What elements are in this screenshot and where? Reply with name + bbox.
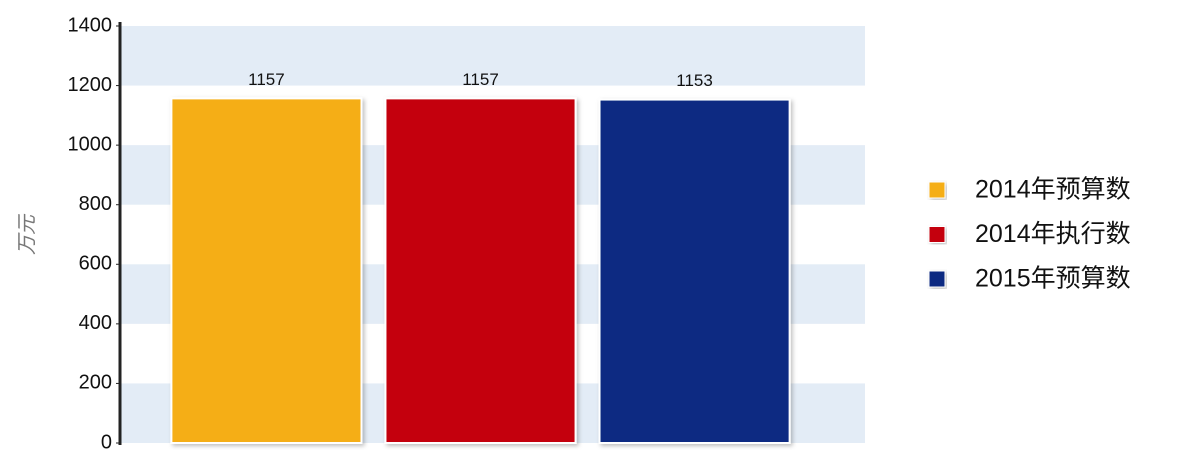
legend-label: 2014年预算数 (975, 176, 1131, 204)
legend-swatch (928, 270, 946, 288)
y-tick-label: 600 (79, 253, 112, 275)
y-tick-label: 1200 (68, 74, 113, 96)
y-tick-label: 400 (79, 312, 112, 334)
data-label: 1153 (676, 71, 713, 90)
bar (384, 97, 577, 445)
y-tick-label: 0 (101, 431, 112, 450)
y-tick-label: 200 (79, 372, 112, 394)
data-label: 1157 (248, 70, 285, 89)
bar (598, 98, 791, 445)
legend-swatch (928, 226, 946, 243)
legend-label: 2014年执行数 (975, 220, 1131, 248)
y-axis-label: 万元 (16, 213, 38, 255)
data-label: 1157 (462, 70, 499, 89)
legend-label: 2015年预算数 (975, 265, 1131, 293)
grid-band (120, 26, 865, 86)
legend-swatch (928, 181, 946, 199)
y-tick-label: 800 (79, 193, 112, 215)
bar (170, 97, 363, 445)
y-tick-label: 1000 (68, 133, 113, 155)
y-tick-label: 1400 (68, 14, 113, 36)
